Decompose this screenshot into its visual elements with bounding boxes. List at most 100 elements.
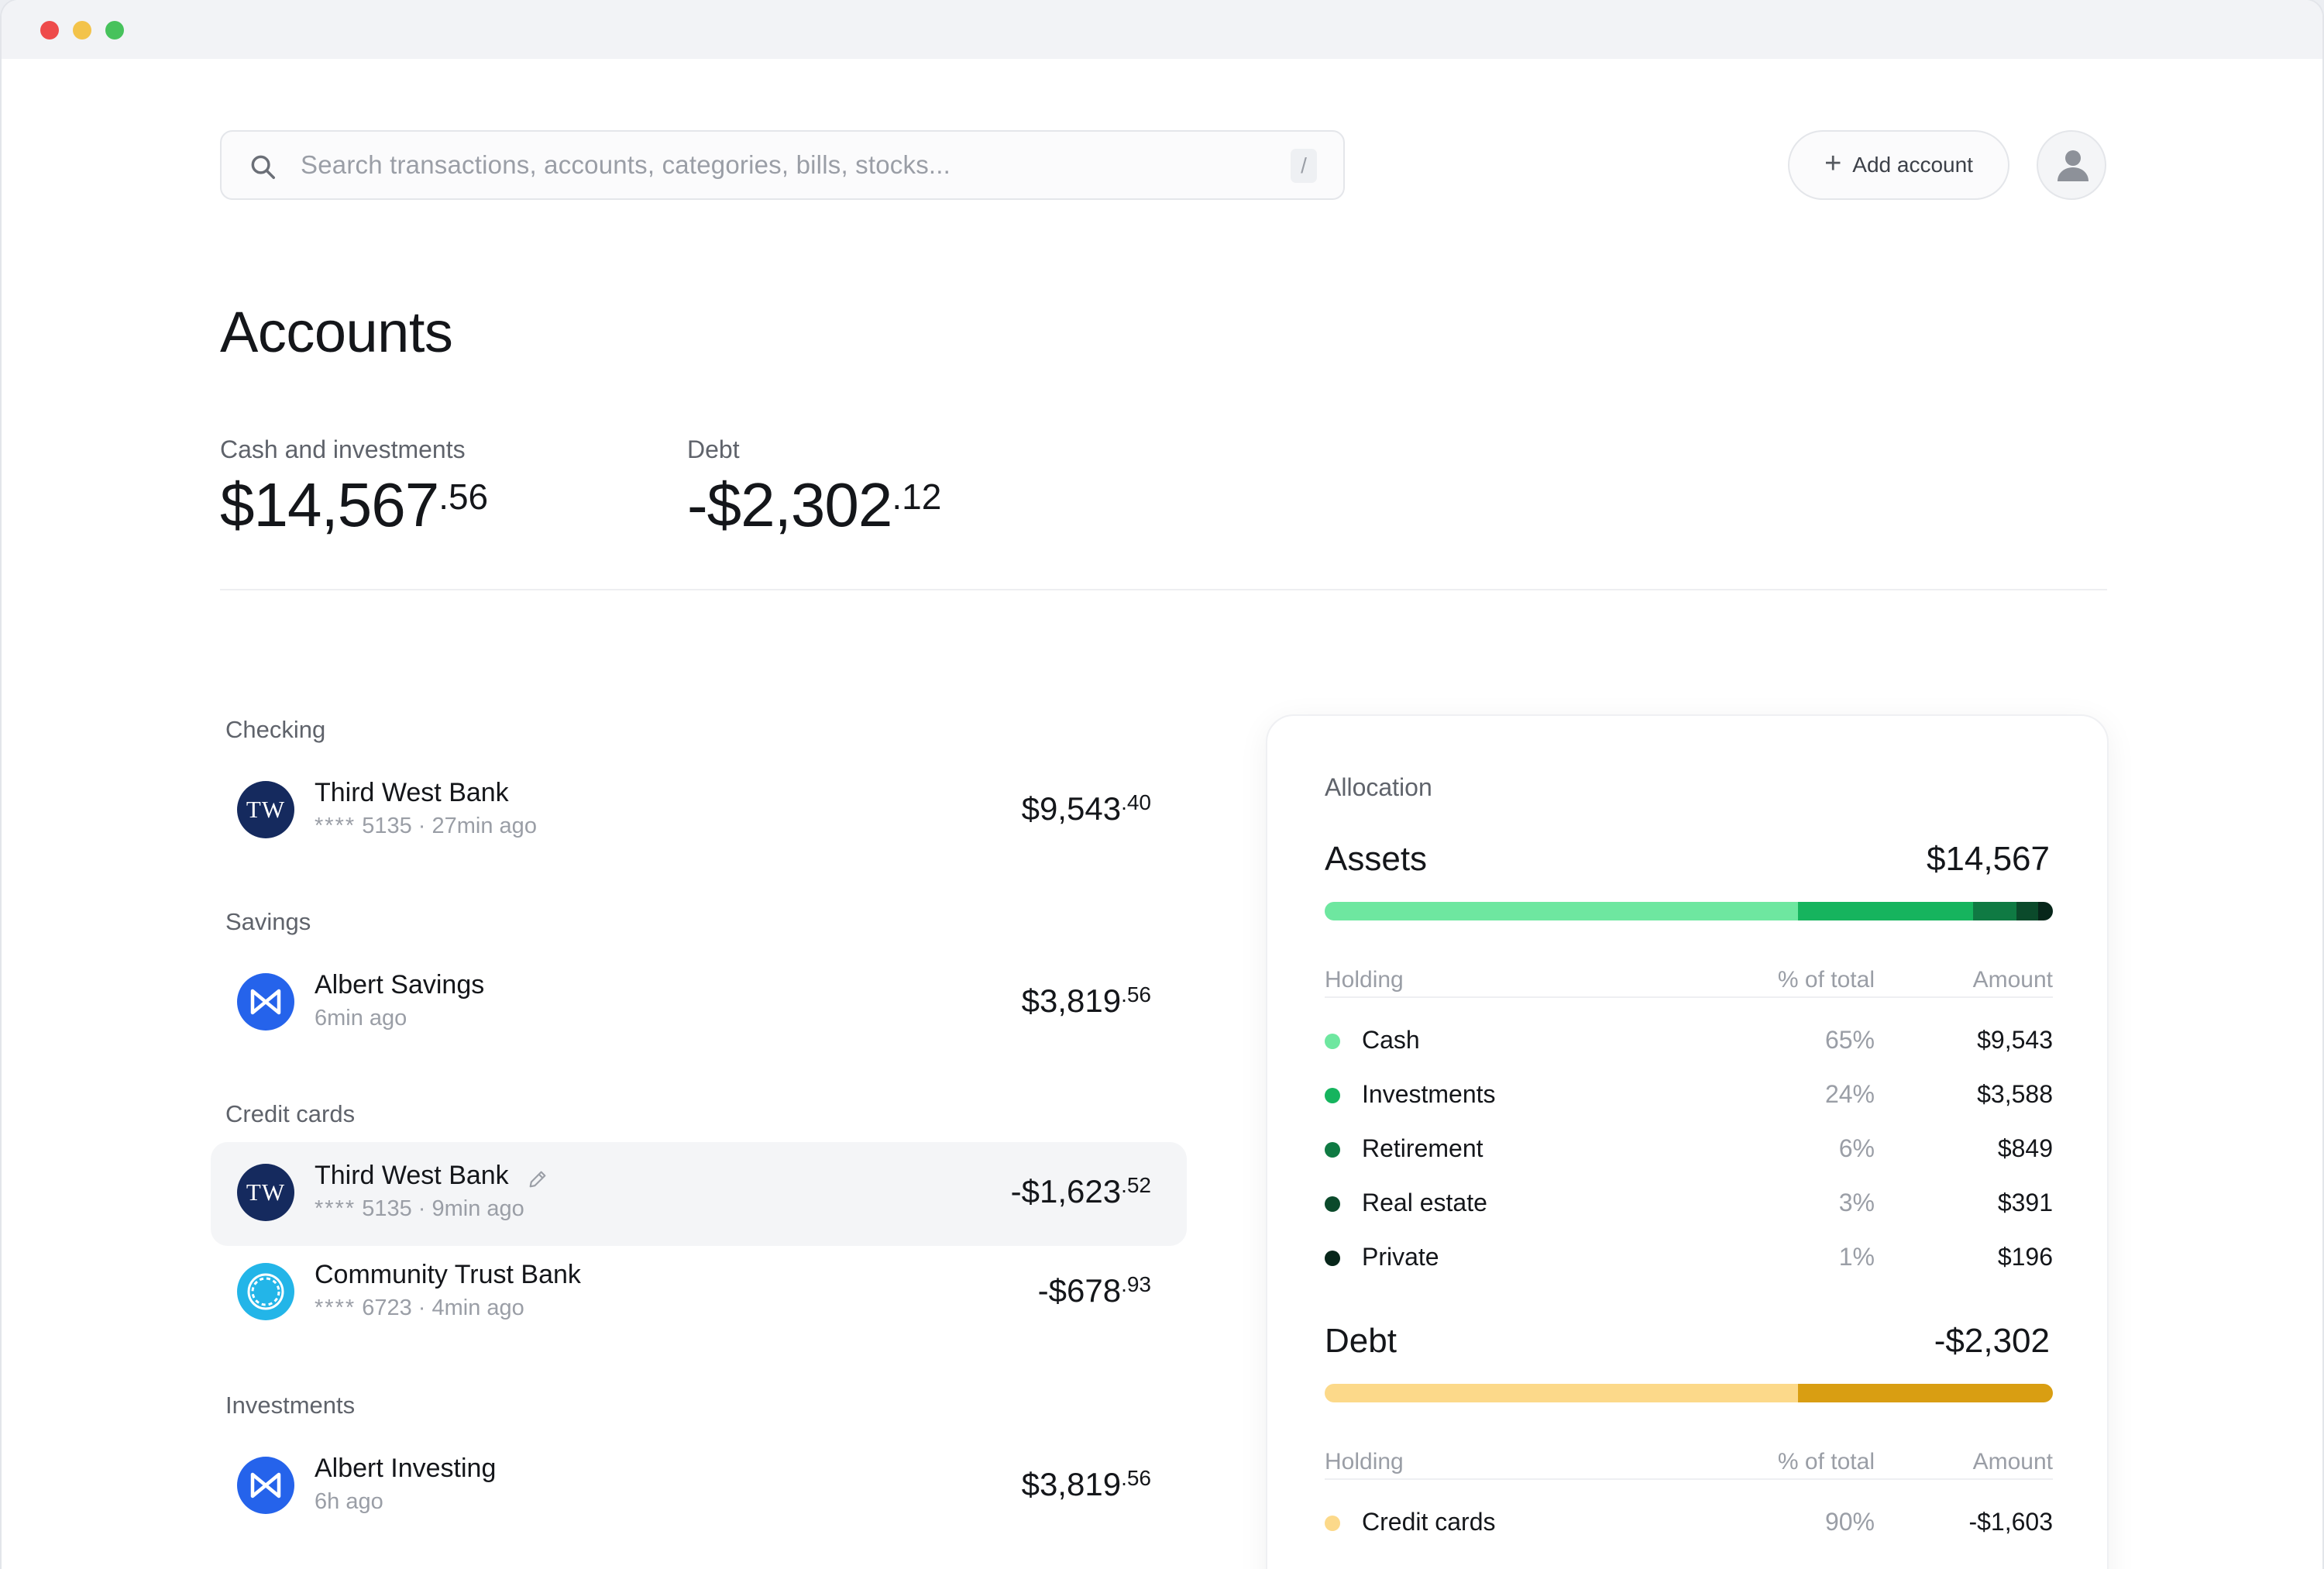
albert-logo [237,973,294,1031]
holding-amount: $9,543 [1977,1026,2053,1054]
group-label-savings: Savings [225,908,311,935]
window-titlebar [2,0,2322,59]
search-shortcut-key: / [1291,149,1317,183]
edit-pencil-icon[interactable] [527,1168,548,1190]
community-trust-logo-icon [247,1273,284,1310]
albert-logo [237,1457,294,1514]
holding-row-cash: Cash 65% $9,543 [1325,1026,2053,1057]
holding-row-retirement: Retirement 6% $849 [1325,1134,2053,1165]
summary-divider [220,589,2107,590]
holding-name: Private [1362,1243,1439,1271]
account-row-third-west-credit[interactable]: TW Third West Bank **** 5135 · 9min ago … [211,1142,1187,1246]
holding-amount: $849 [1997,1134,2053,1162]
assets-allocation-bar [1325,902,2053,920]
add-account-label: Add account [1852,153,1973,177]
user-icon [2058,150,2089,181]
holding-color-dot [1325,1516,1340,1531]
holding-color-dot [1325,1251,1340,1266]
debt-bar-segment [1798,1384,2053,1402]
debt-title: Debt [1325,1322,1397,1360]
account-balance: $9,543.40 [1021,790,1151,827]
third-west-bank-logo: TW [237,781,294,838]
cash-investments-value: $14,567.56 [220,470,489,539]
holding-pct: 90% [1824,1508,1875,1536]
account-balance: -$678.93 [1037,1272,1151,1309]
third-west-bank-logo: TW [237,1164,294,1221]
account-balance: -$1,623.52 [1010,1173,1151,1209]
group-label-investments: Investments [225,1392,356,1419]
holding-amount: $3,588 [1977,1080,2053,1108]
col-holding: Holding [1325,1449,1404,1474]
holding-pct: 6% [1838,1134,1875,1162]
account-row-albert-investing[interactable]: Albert Investing 6h ago $3,819.56 [211,1435,1187,1539]
assets-total: $14,567 [1926,840,2050,878]
col-holding: Holding [1325,967,1404,993]
account-meta: **** 5135 · 27min ago [315,814,537,838]
account-meta: **** 6723 · 4min ago [315,1295,524,1320]
assets-bar-segment [2038,902,2053,920]
holding-row-investments: Investments 24% $3,588 [1325,1080,2053,1111]
account-name: Community Trust Bank [315,1260,581,1289]
debt-value: -$2,302.12 [687,470,942,539]
holding-color-dot [1325,1088,1340,1103]
assets-bar-segment [1798,902,1973,920]
col-pct: % of total [1777,1449,1875,1474]
assets-title: Assets [1325,840,1428,878]
holding-row-credit-cards: Credit cards 90% -$1,603 [1325,1508,2053,1539]
group-label-credit-cards: Credit cards [225,1100,356,1127]
account-row-third-west-checking[interactable]: TW Third West Bank **** 5135 · 27min ago… [211,759,1187,863]
assets-bar-segment [1325,902,1798,920]
account-name: Albert Savings [315,970,485,1000]
holding-name: Investments [1362,1080,1496,1108]
minimize-window-button[interactable] [73,21,91,40]
debt-bar-segment [1325,1384,1798,1402]
user-avatar-button[interactable] [2037,130,2106,200]
account-row-albert-savings[interactable]: Albert Savings 6min ago $3,819.56 [211,951,1187,1055]
holding-pct: 1% [1838,1243,1875,1271]
holding-row-private: Private 1% $196 [1325,1243,2053,1274]
allocation-title: Allocation [1325,773,1432,801]
holding-amount: $196 [1997,1243,2053,1271]
debt-table-header: Holding % of total Amount [1325,1449,2053,1480]
maximize-window-button[interactable] [105,21,124,40]
account-row-community-trust[interactable]: Community Trust Bank **** 6723 · 4min ag… [211,1241,1187,1345]
holding-name: Real estate [1362,1189,1487,1216]
account-meta: **** 5135 · 9min ago [315,1196,524,1221]
page-title: Accounts [220,300,453,364]
account-name: Albert Investing [315,1454,497,1483]
account-name: Third West Bank [315,778,509,807]
col-amount: Amount [1972,1449,2053,1474]
plus-icon: + [1824,147,1842,180]
holding-pct: 3% [1838,1189,1875,1216]
account-meta: 6min ago [315,1006,407,1031]
holding-name: Cash [1362,1026,1420,1054]
account-balance: $3,819.56 [1021,982,1151,1019]
account-name: Third West Bank [315,1161,509,1190]
debt-allocation-bar [1325,1384,2053,1402]
holding-name: Credit cards [1362,1508,1496,1536]
close-window-button[interactable] [40,21,59,40]
allocation-card: Allocation Assets $14,567 Holding % of t… [1266,714,2109,1569]
holding-row-real-estate: Real estate 3% $391 [1325,1189,2053,1220]
debt-total: -$2,302 [1934,1322,2050,1360]
holding-color-dot [1325,1142,1340,1158]
search-input[interactable]: Search transactions, accounts, categorie… [220,130,1345,200]
holding-amount: $391 [1997,1189,2053,1216]
holding-color-dot [1325,1034,1340,1049]
add-account-button[interactable]: + Add account [1788,130,2009,200]
account-meta: 6h ago [315,1489,383,1514]
col-amount: Amount [1972,967,2053,993]
holding-name: Retirement [1362,1134,1483,1162]
assets-bar-segment [2016,902,2039,920]
assets-table-header: Holding % of total Amount [1325,967,2053,998]
cash-investments-label: Cash and investments [220,435,466,463]
col-pct: % of total [1777,967,1875,993]
holding-color-dot [1325,1196,1340,1212]
albert-logo-icon [250,989,281,1015]
holding-pct: 65% [1824,1026,1875,1054]
community-trust-bank-logo [237,1263,294,1320]
assets-bar-segment [1972,902,2016,920]
albert-logo-icon [250,1472,281,1498]
holding-amount: -$1,603 [1968,1508,2053,1536]
